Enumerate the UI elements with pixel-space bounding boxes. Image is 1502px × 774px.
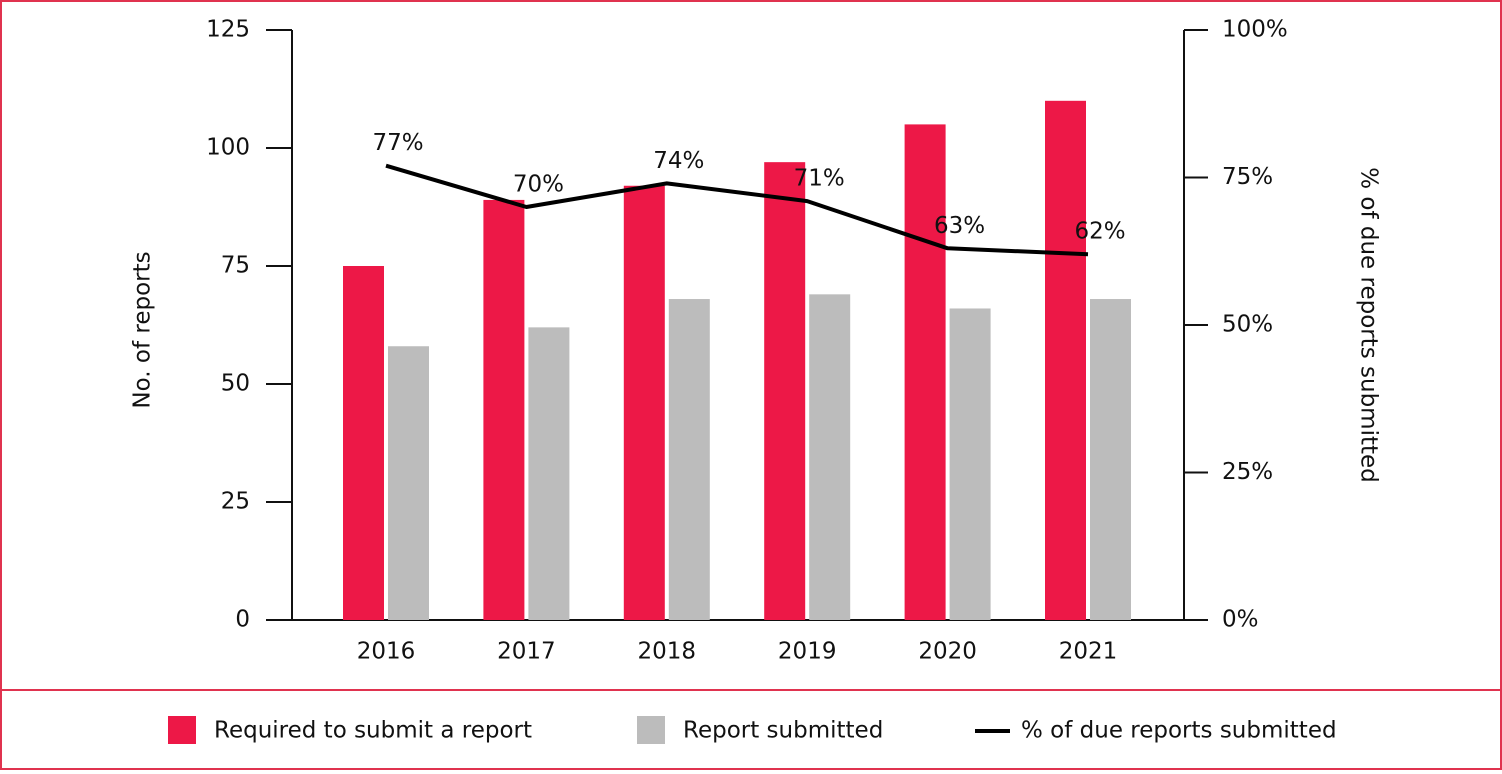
y2-tick-label: 0% [1222,607,1259,633]
y-tick-label: 125 [206,17,250,43]
legend-label: Required to submit a report [214,718,532,744]
legend-label: % of due reports submitted [1021,718,1337,744]
data-label: 77% [372,130,423,156]
bar [623,185,665,620]
bar [528,327,570,620]
legend-label: Report submitted [683,718,883,744]
x-tick-label: 2016 [357,639,416,665]
data-label: 74% [653,148,704,174]
y2-tick-label: 50% [1222,312,1273,338]
bar [1045,100,1086,621]
x-tick-label: 2019 [778,639,837,665]
x-tick-label: 2017 [497,639,556,665]
y-tick-label: 25 [221,489,250,515]
bar [949,308,991,620]
bar [483,199,525,621]
data-label: 63% [934,213,985,239]
y-tick-label: 50 [221,371,250,397]
x-tick-label: 2020 [918,639,977,665]
y-axis-label: No. of reports [130,251,156,408]
data-label: 70% [513,172,564,198]
bar [343,266,384,620]
bar [388,346,429,620]
bar [668,299,710,620]
y2-tick-label: 75% [1222,164,1273,190]
y2-tick-label: 100% [1222,17,1288,43]
x-tick-label: 2018 [638,639,697,665]
x-tick-label: 2021 [1059,639,1118,665]
bar [764,162,806,620]
bar [904,124,946,621]
y-tick-label: 75 [221,253,250,279]
bar [1090,299,1131,620]
bar [809,294,851,620]
data-label: 62% [1074,219,1125,245]
y2-axis-label: % of due reports submitted [1356,167,1382,483]
y-tick-label: 0 [235,607,250,633]
data-label: 71% [794,166,845,192]
y2-tick-label: 25% [1222,459,1273,485]
line [385,163,1089,257]
y-tick-label: 100 [206,135,250,161]
legend-swatch [168,716,196,744]
legend-swatch [637,716,665,744]
